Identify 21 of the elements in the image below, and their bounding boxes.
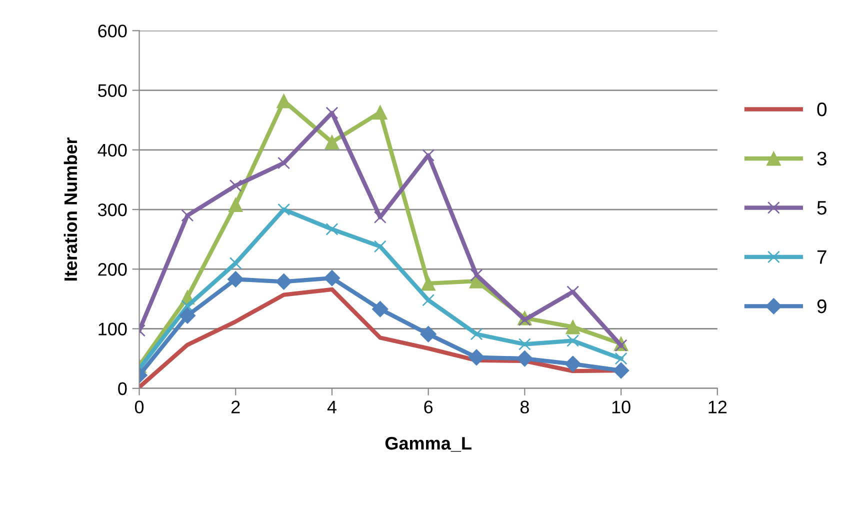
y-tick-label: 100: [98, 322, 127, 336]
y-tick-label: 600: [98, 24, 127, 38]
x-tick-label: 0: [134, 400, 144, 414]
legend-label: 9: [817, 299, 826, 314]
x-tick-label: 12: [708, 400, 727, 414]
y-tick-label: 0: [118, 382, 127, 396]
legend-label: 5: [817, 201, 826, 215]
x-tick-label: 6: [424, 400, 433, 414]
x-tick-label: 10: [612, 400, 630, 414]
x-tick-label: 4: [327, 400, 336, 414]
x-tick-label: 2: [232, 400, 240, 414]
x-axis-title: Gamma_L: [385, 436, 472, 452]
legend-label: 0: [817, 102, 827, 116]
legend-label: 7: [817, 250, 826, 264]
x-tick-label: 8: [520, 400, 529, 414]
y-tick-label: 400: [98, 144, 127, 157]
y-axis-title: Iteration Number: [64, 138, 78, 281]
legend-label: 3: [817, 152, 826, 166]
y-tick-label: 500: [98, 84, 127, 97]
y-tick-label: 300: [98, 203, 127, 216]
y-tick-label: 200: [98, 263, 127, 276]
